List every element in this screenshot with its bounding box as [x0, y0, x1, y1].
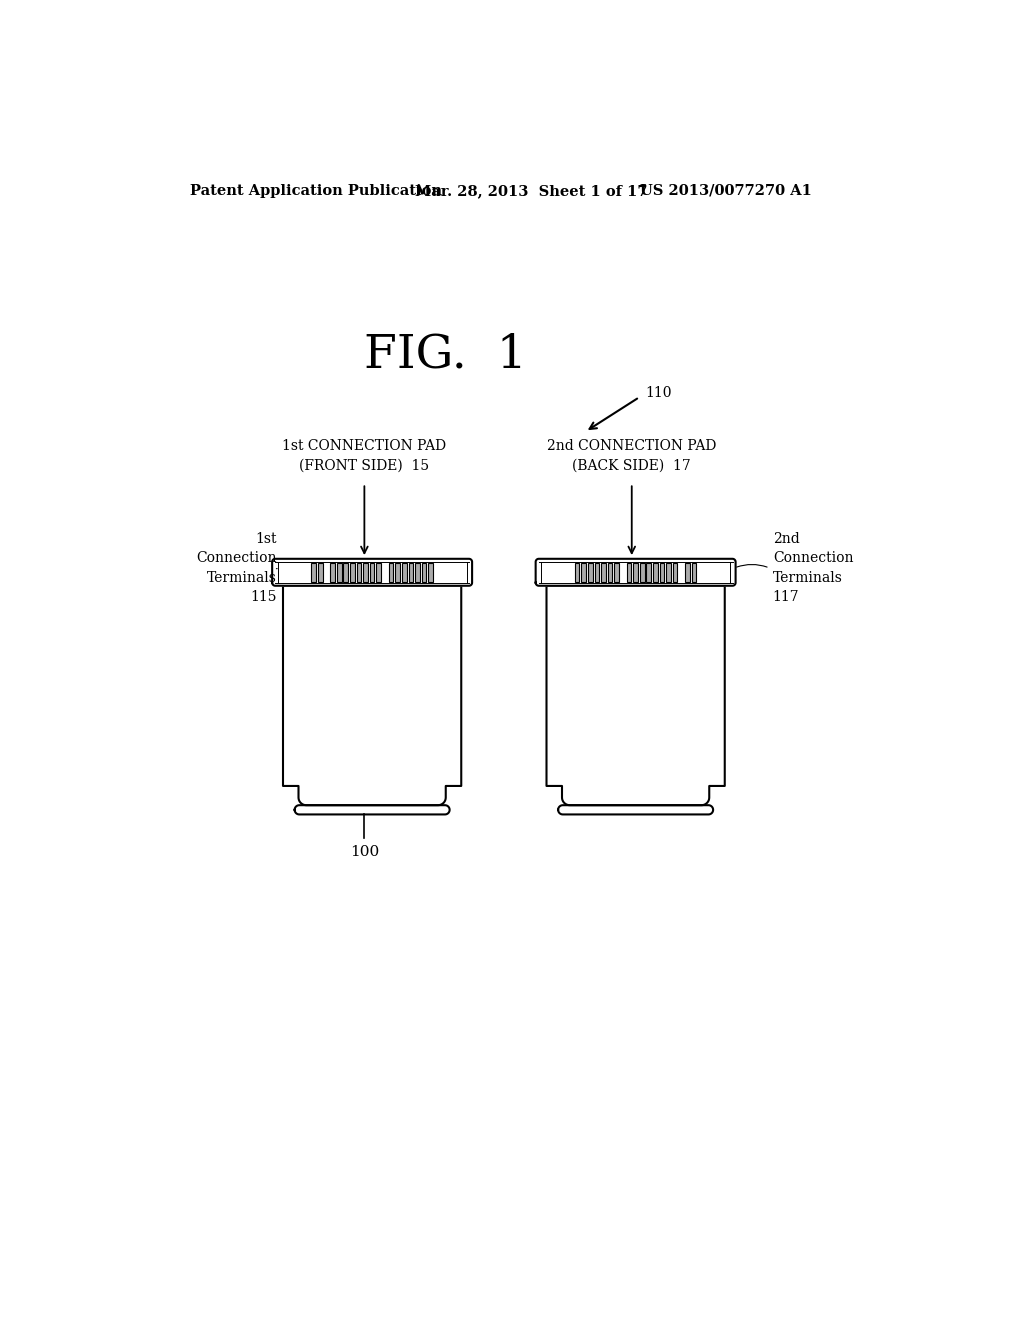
Text: 1st CONNECTION PAD
(FRONT SIDE)  15: 1st CONNECTION PAD (FRONT SIDE) 15	[283, 440, 446, 473]
Bar	[370, 562, 375, 582]
Bar	[659, 562, 665, 582]
Bar	[343, 562, 348, 582]
Bar	[607, 562, 612, 582]
Text: 2nd
Connection
Terminals
117: 2nd Connection Terminals 117	[773, 532, 853, 605]
Bar	[653, 562, 657, 582]
Bar	[627, 562, 632, 582]
Bar	[311, 562, 316, 582]
Bar	[337, 562, 342, 582]
Bar	[582, 562, 586, 582]
Bar	[574, 562, 580, 582]
Text: 110: 110	[646, 387, 672, 400]
Bar	[377, 562, 381, 582]
Text: Mar. 28, 2013  Sheet 1 of 17: Mar. 28, 2013 Sheet 1 of 17	[415, 183, 647, 198]
Bar	[415, 562, 420, 582]
Bar	[673, 562, 678, 582]
Bar	[633, 562, 638, 582]
Bar	[331, 562, 335, 582]
Bar	[395, 562, 400, 582]
Bar	[389, 562, 393, 582]
Bar	[685, 562, 690, 582]
Polygon shape	[272, 558, 472, 586]
Text: 100: 100	[350, 845, 379, 859]
Bar	[350, 562, 354, 582]
Text: 2nd CONNECTION PAD
(BACK SIDE)  17: 2nd CONNECTION PAD (BACK SIDE) 17	[547, 440, 717, 473]
Text: FIG.  1: FIG. 1	[365, 333, 527, 378]
Bar	[614, 562, 618, 582]
Bar	[402, 562, 407, 582]
Bar	[588, 562, 593, 582]
Polygon shape	[536, 558, 735, 586]
Bar	[364, 562, 368, 582]
Bar	[422, 562, 426, 582]
Text: 1st
Connection
Terminals
115: 1st Connection Terminals 115	[197, 532, 276, 605]
Text: Patent Application Publication: Patent Application Publication	[190, 183, 442, 198]
Bar	[356, 562, 361, 582]
Bar	[428, 562, 433, 582]
Bar	[692, 562, 696, 582]
Bar	[595, 562, 599, 582]
Bar	[409, 562, 414, 582]
Bar	[317, 562, 323, 582]
Text: US 2013/0077270 A1: US 2013/0077270 A1	[640, 183, 811, 198]
Bar	[667, 562, 671, 582]
Bar	[646, 562, 651, 582]
Bar	[601, 562, 606, 582]
Bar	[640, 562, 644, 582]
